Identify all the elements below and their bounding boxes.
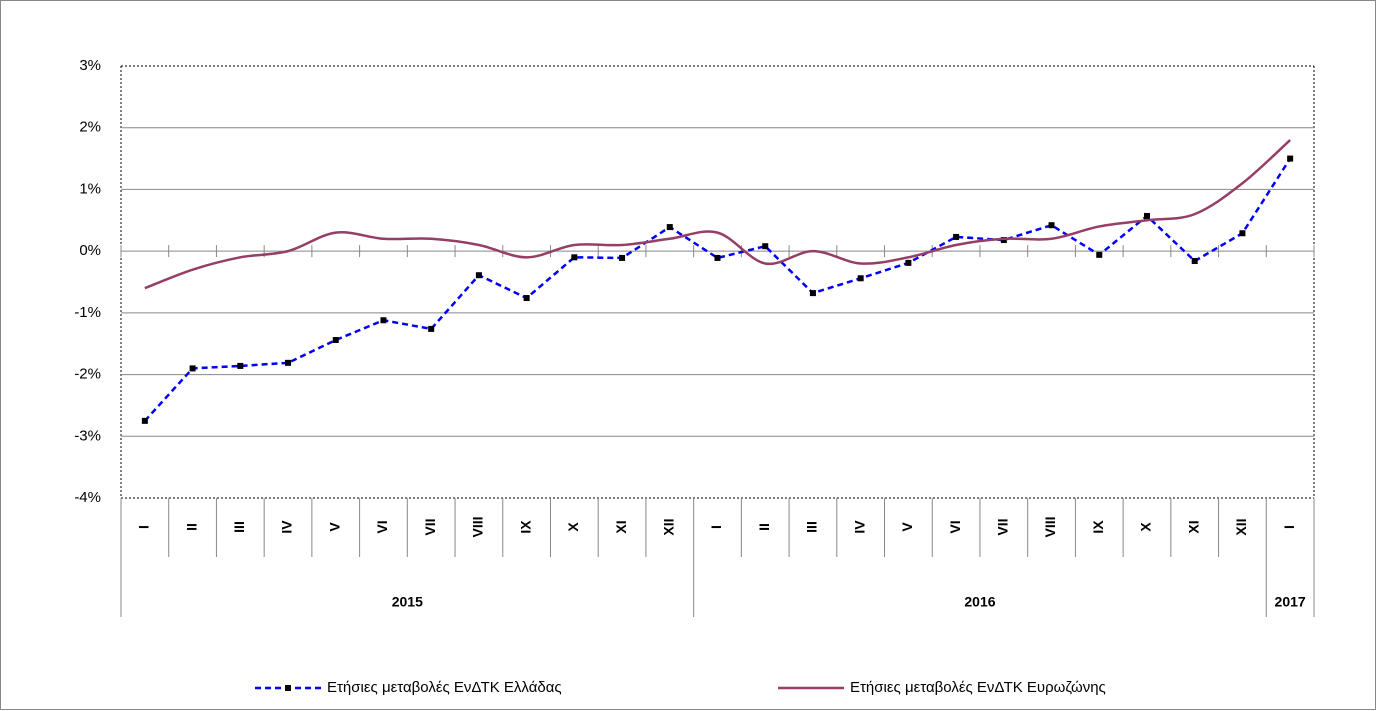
- x-tick-label: X: [565, 522, 581, 532]
- group-label: 2015: [392, 594, 423, 610]
- data-point: [666, 224, 673, 231]
- data-point: [1048, 222, 1055, 229]
- data-point: [762, 243, 769, 250]
- group-label: 2016: [964, 594, 995, 610]
- y-tick-label: 3%: [79, 57, 101, 74]
- x-tick-label: III: [804, 521, 820, 533]
- data-point: [953, 233, 960, 240]
- data-point: [1096, 251, 1103, 258]
- legend-label: Ετήσιες μεταβολές ΕνΔΤΚ Ελλάδας: [327, 679, 562, 696]
- x-tick-label: XII: [1233, 518, 1249, 535]
- x-tick-label: I: [708, 525, 724, 529]
- x-tick-label: IV: [279, 520, 295, 534]
- y-tick-label: -1%: [74, 304, 101, 321]
- y-tick-label: 0%: [79, 242, 101, 259]
- data-point: [1239, 230, 1246, 237]
- x-tick-label: VII: [422, 518, 438, 535]
- x-tick-label: X: [1138, 522, 1154, 532]
- legend-marker: [285, 685, 291, 691]
- x-tick-label: VII: [995, 518, 1011, 535]
- data-point: [1191, 258, 1198, 265]
- x-tick-label: I: [136, 525, 152, 529]
- x-tick-label: V: [326, 522, 342, 532]
- legend-label: Ετήσιες μεταβολές ΕνΔΤΚ Ευρωζώνης: [850, 679, 1106, 696]
- x-tick-label: XII: [660, 518, 676, 535]
- x-tick-label: IV: [851, 520, 867, 534]
- data-point: [809, 290, 816, 297]
- x-tick-label: VI: [374, 520, 390, 533]
- x-tick-label: IX: [1090, 520, 1106, 534]
- data-point: [237, 362, 244, 369]
- data-point: [905, 259, 912, 266]
- data-point: [332, 337, 339, 344]
- x-tick-label: XI: [613, 520, 629, 533]
- data-point: [141, 417, 148, 424]
- data-point: [189, 365, 196, 372]
- x-tick-label: I: [1281, 525, 1297, 529]
- data-point: [380, 317, 387, 324]
- x-tick-label: XI: [1185, 520, 1201, 533]
- data-point: [475, 272, 482, 279]
- group-label: 2017: [1275, 594, 1306, 610]
- y-tick-label: -4%: [74, 489, 101, 506]
- x-tick-label: IX: [517, 520, 533, 534]
- data-point: [714, 254, 721, 261]
- data-point: [523, 295, 530, 302]
- data-point: [571, 254, 578, 261]
- series-line: [144, 139, 1291, 290]
- y-tick-label: 2%: [79, 119, 101, 136]
- data-point: [1287, 155, 1294, 162]
- y-tick-label: 1%: [79, 180, 101, 197]
- x-tick-label: VI: [947, 520, 963, 533]
- y-tick-label: -2%: [74, 366, 101, 383]
- x-tick-label: VIII: [470, 516, 486, 537]
- data-point: [857, 275, 864, 282]
- x-tick-label: II: [756, 523, 772, 531]
- y-tick-label: -3%: [74, 427, 101, 444]
- x-tick-label: VIII: [1042, 516, 1058, 537]
- x-tick-label: II: [183, 523, 199, 531]
- data-point: [428, 325, 435, 332]
- data-point: [285, 359, 292, 366]
- x-tick-label: V: [899, 522, 915, 532]
- data-point: [619, 254, 626, 261]
- data-point: [1143, 212, 1150, 219]
- x-tick-label: III: [231, 521, 247, 533]
